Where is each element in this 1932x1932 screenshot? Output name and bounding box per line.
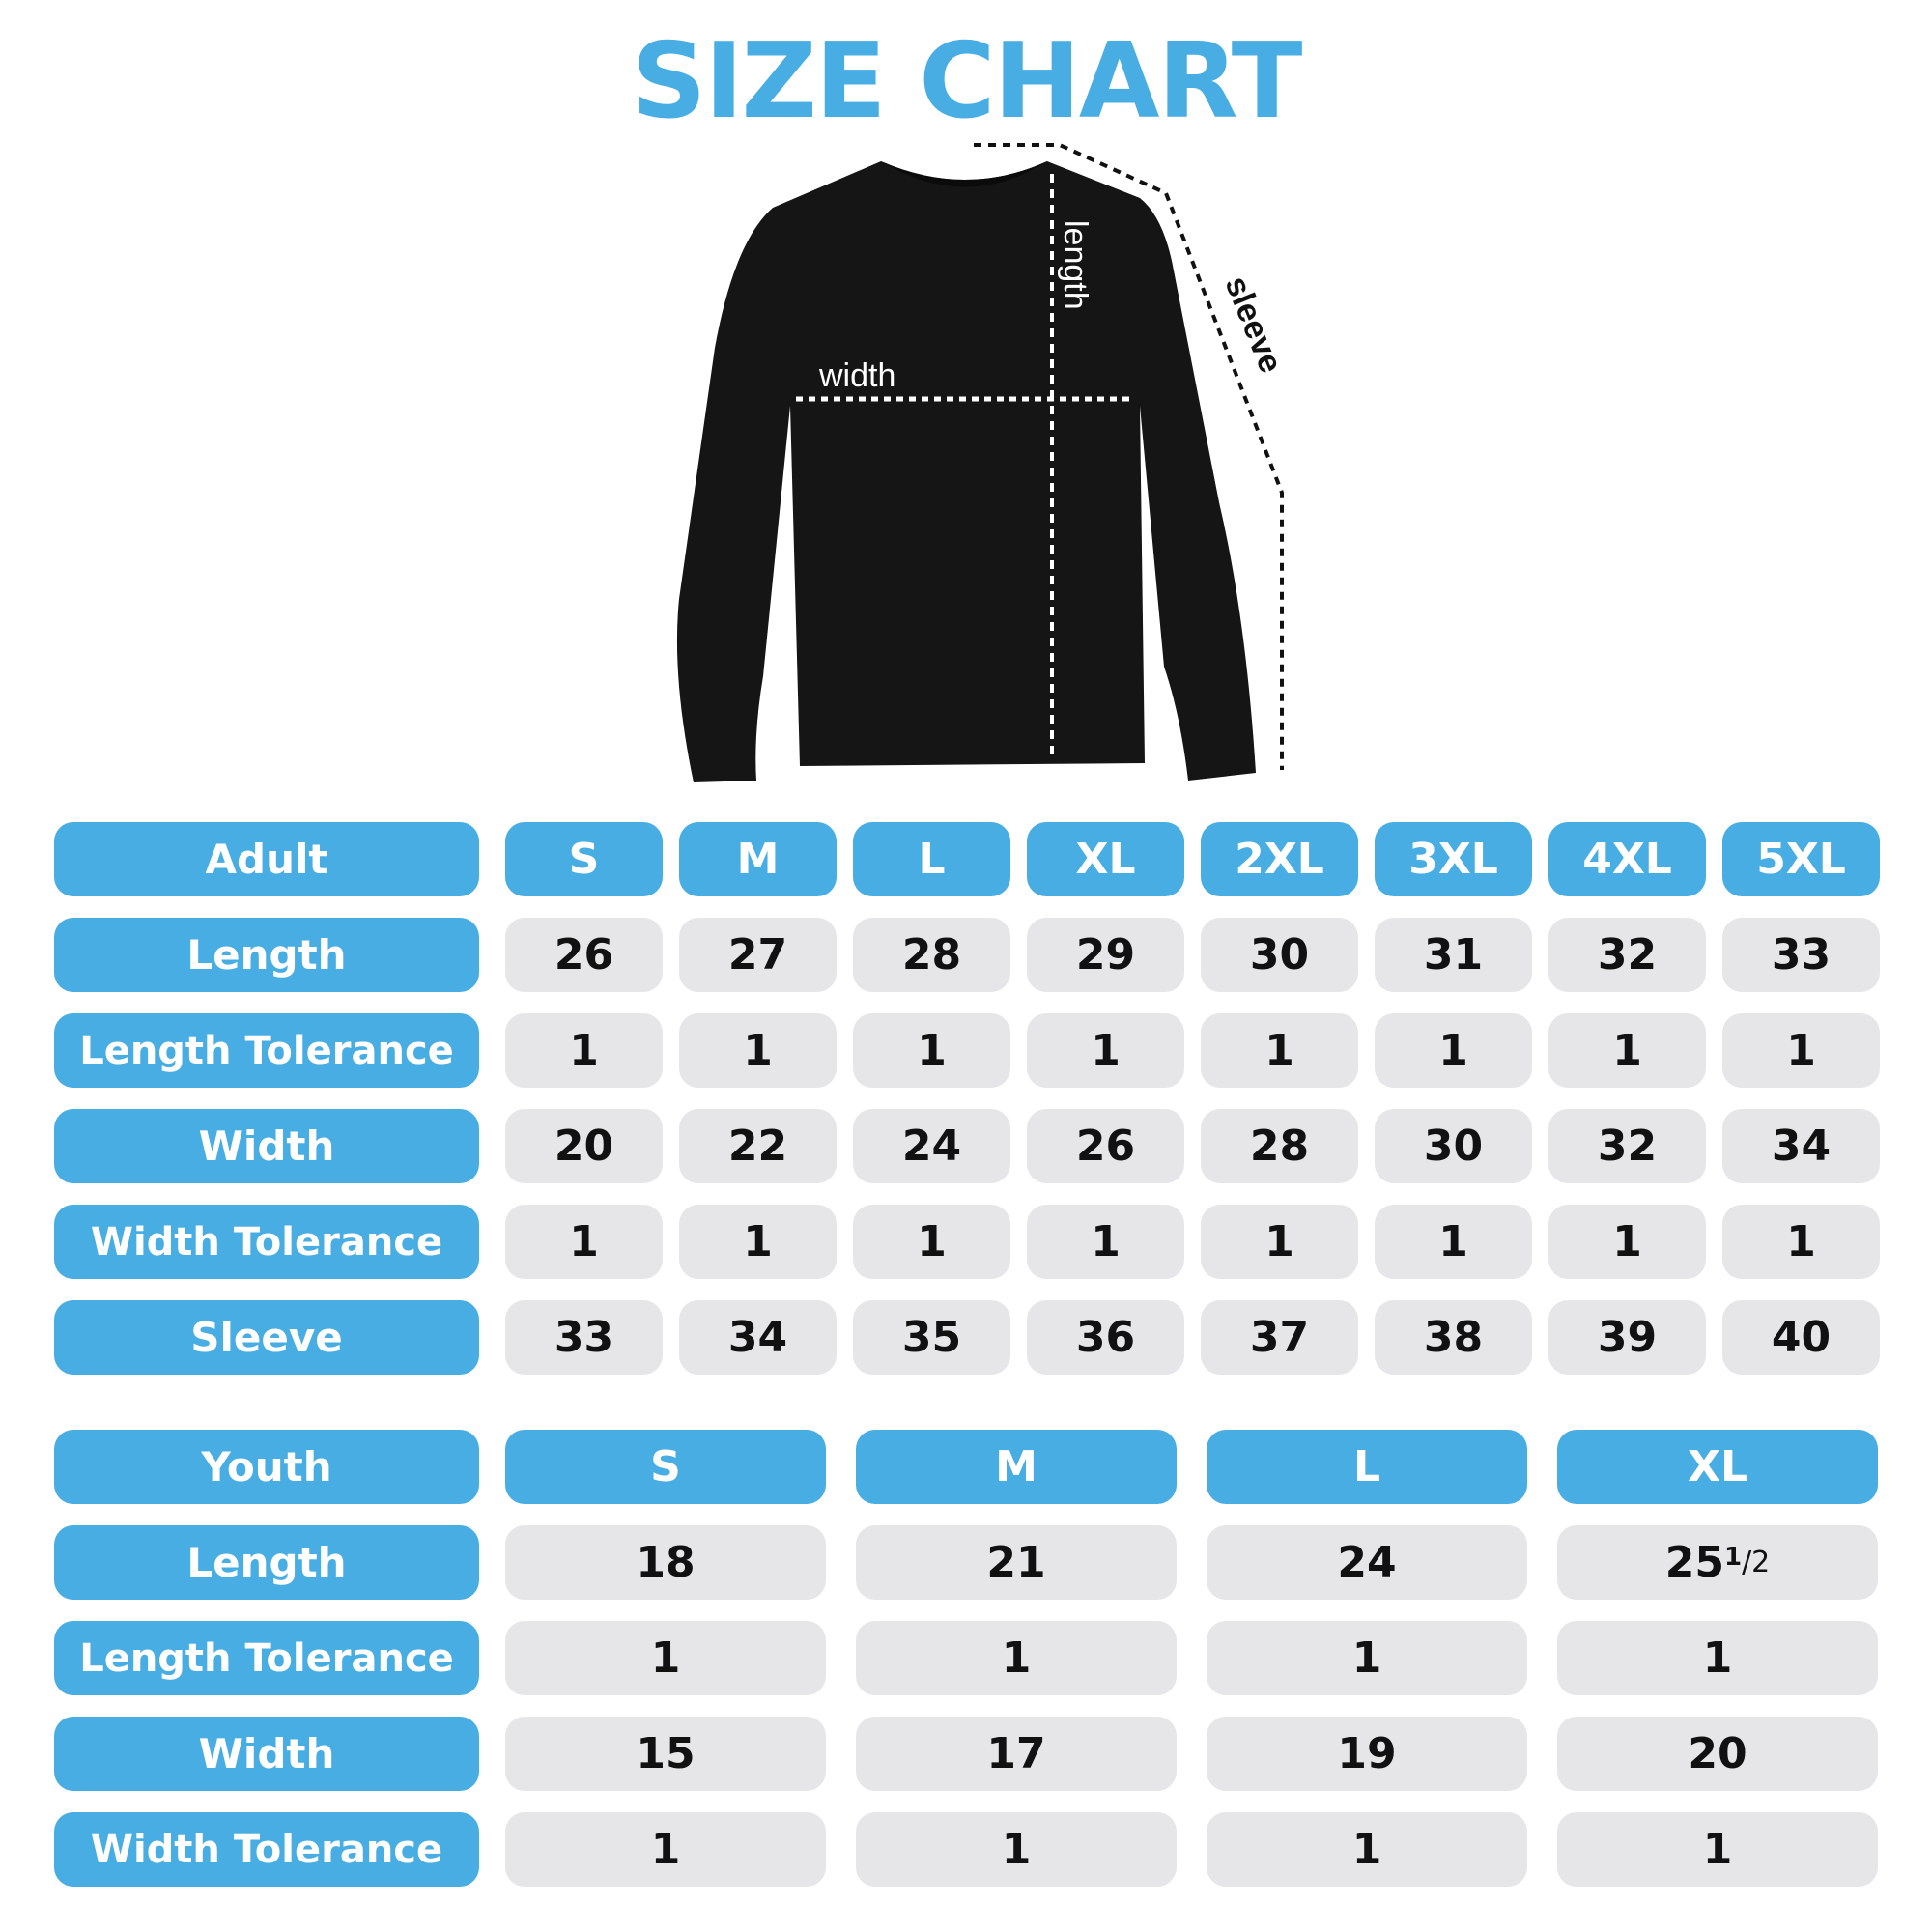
length-label: length xyxy=(1057,220,1094,310)
value-cell: 26 xyxy=(1027,1109,1184,1183)
size-header-cell: XL xyxy=(1557,1430,1878,1504)
row-label: Width Tolerance xyxy=(54,1812,479,1887)
value-cell: 19 xyxy=(1207,1717,1527,1791)
value-cell: 1 xyxy=(853,1205,1010,1279)
value-cell: 1 xyxy=(679,1013,837,1088)
size-header-cell: M xyxy=(679,822,837,896)
value-cell: 1 xyxy=(1722,1205,1880,1279)
value-cell: 37 xyxy=(1201,1300,1358,1375)
value-cell: 17 xyxy=(856,1717,1177,1791)
sweatshirt-image xyxy=(676,161,1256,782)
value-cell: 1 xyxy=(856,1812,1177,1887)
value-cell: 1 xyxy=(1557,1621,1878,1695)
sleeve-measure-line xyxy=(974,143,1284,770)
value-cell: 36 xyxy=(1027,1300,1184,1375)
value-cell: 34 xyxy=(1722,1109,1880,1183)
value-cell: 25 1/2 xyxy=(1557,1525,1878,1600)
value-cell: 32 xyxy=(1548,1109,1706,1183)
value-cell: 35 xyxy=(853,1300,1010,1375)
value-cell: 1 xyxy=(505,1205,663,1279)
value-cell: 1 xyxy=(505,1621,826,1695)
row-label: Sleeve xyxy=(54,1300,479,1375)
value-cell: 1 xyxy=(1557,1812,1878,1887)
row-label: Width xyxy=(54,1717,479,1791)
value-cell: 1 xyxy=(1548,1205,1706,1279)
value-cell: 1 xyxy=(1201,1013,1358,1088)
value-cell: 20 xyxy=(1557,1717,1878,1791)
value-cell: 20 xyxy=(505,1109,663,1183)
value-cell: 1 xyxy=(1207,1621,1527,1695)
value-cell: 28 xyxy=(1201,1109,1358,1183)
value-cell: 29 xyxy=(1027,918,1184,992)
sweatshirt-diagram: width length sleeve xyxy=(676,143,1290,782)
value-cell: 1 xyxy=(1027,1013,1184,1088)
row-label: Width xyxy=(54,1109,479,1183)
value-cell: 1 xyxy=(1207,1812,1527,1887)
size-header-cell: L xyxy=(853,822,1010,896)
row-label: Length xyxy=(54,1525,479,1600)
size-header-cell: 3XL xyxy=(1375,822,1532,896)
value-cell: 1 xyxy=(505,1812,826,1887)
row-label: Length Tolerance xyxy=(54,1013,479,1088)
value-cell: 24 xyxy=(1207,1525,1527,1600)
value-cell: 1 xyxy=(856,1621,1177,1695)
value-cell: 28 xyxy=(853,918,1010,992)
value-cell: 1 xyxy=(1548,1013,1706,1088)
value-cell: 1 xyxy=(1201,1205,1358,1279)
value-cell: 22 xyxy=(679,1109,837,1183)
value-cell: 30 xyxy=(1201,918,1358,992)
size-header-cell: 5XL xyxy=(1722,822,1880,896)
value-cell: 30 xyxy=(1375,1109,1532,1183)
value-cell: 1 xyxy=(1027,1205,1184,1279)
value-cell: 1 xyxy=(679,1205,837,1279)
value-cell: 1 xyxy=(1375,1205,1532,1279)
value-cell: 33 xyxy=(505,1300,663,1375)
size-header-cell: M xyxy=(856,1430,1177,1504)
table-header-label: Youth xyxy=(54,1430,479,1504)
value-cell: 31 xyxy=(1375,918,1532,992)
size-header-cell: 2XL xyxy=(1201,822,1358,896)
value-cell: 33 xyxy=(1722,918,1880,992)
size-header-cell: 4XL xyxy=(1548,822,1706,896)
value-cell: 15 xyxy=(505,1717,826,1791)
value-cell: 38 xyxy=(1375,1300,1532,1375)
row-label: Length xyxy=(54,918,479,992)
size-header-cell: L xyxy=(1207,1430,1527,1504)
value-cell: 21 xyxy=(856,1525,1177,1600)
value-cell: 1 xyxy=(1375,1013,1532,1088)
value-cell: 1 xyxy=(505,1013,663,1088)
width-label: width xyxy=(818,357,895,394)
table-header-label: Adult xyxy=(54,822,479,896)
size-header-cell: XL xyxy=(1027,822,1184,896)
sleeve-label: sleeve xyxy=(1218,271,1290,379)
value-cell: 32 xyxy=(1548,918,1706,992)
value-cell: 40 xyxy=(1722,1300,1880,1375)
value-cell: 24 xyxy=(853,1109,1010,1183)
page-title: SIZE CHART xyxy=(631,21,1303,142)
value-cell: 1 xyxy=(853,1013,1010,1088)
row-label: Width Tolerance xyxy=(54,1205,479,1279)
value-cell: 34 xyxy=(679,1300,837,1375)
row-label: Length Tolerance xyxy=(54,1621,479,1695)
value-cell: 26 xyxy=(505,918,663,992)
value-cell: 39 xyxy=(1548,1300,1706,1375)
value-cell: 1 xyxy=(1722,1013,1880,1088)
value-cell: 18 xyxy=(505,1525,826,1600)
size-header-cell: S xyxy=(505,822,663,896)
size-header-cell: S xyxy=(505,1430,826,1504)
value-cell: 27 xyxy=(679,918,837,992)
